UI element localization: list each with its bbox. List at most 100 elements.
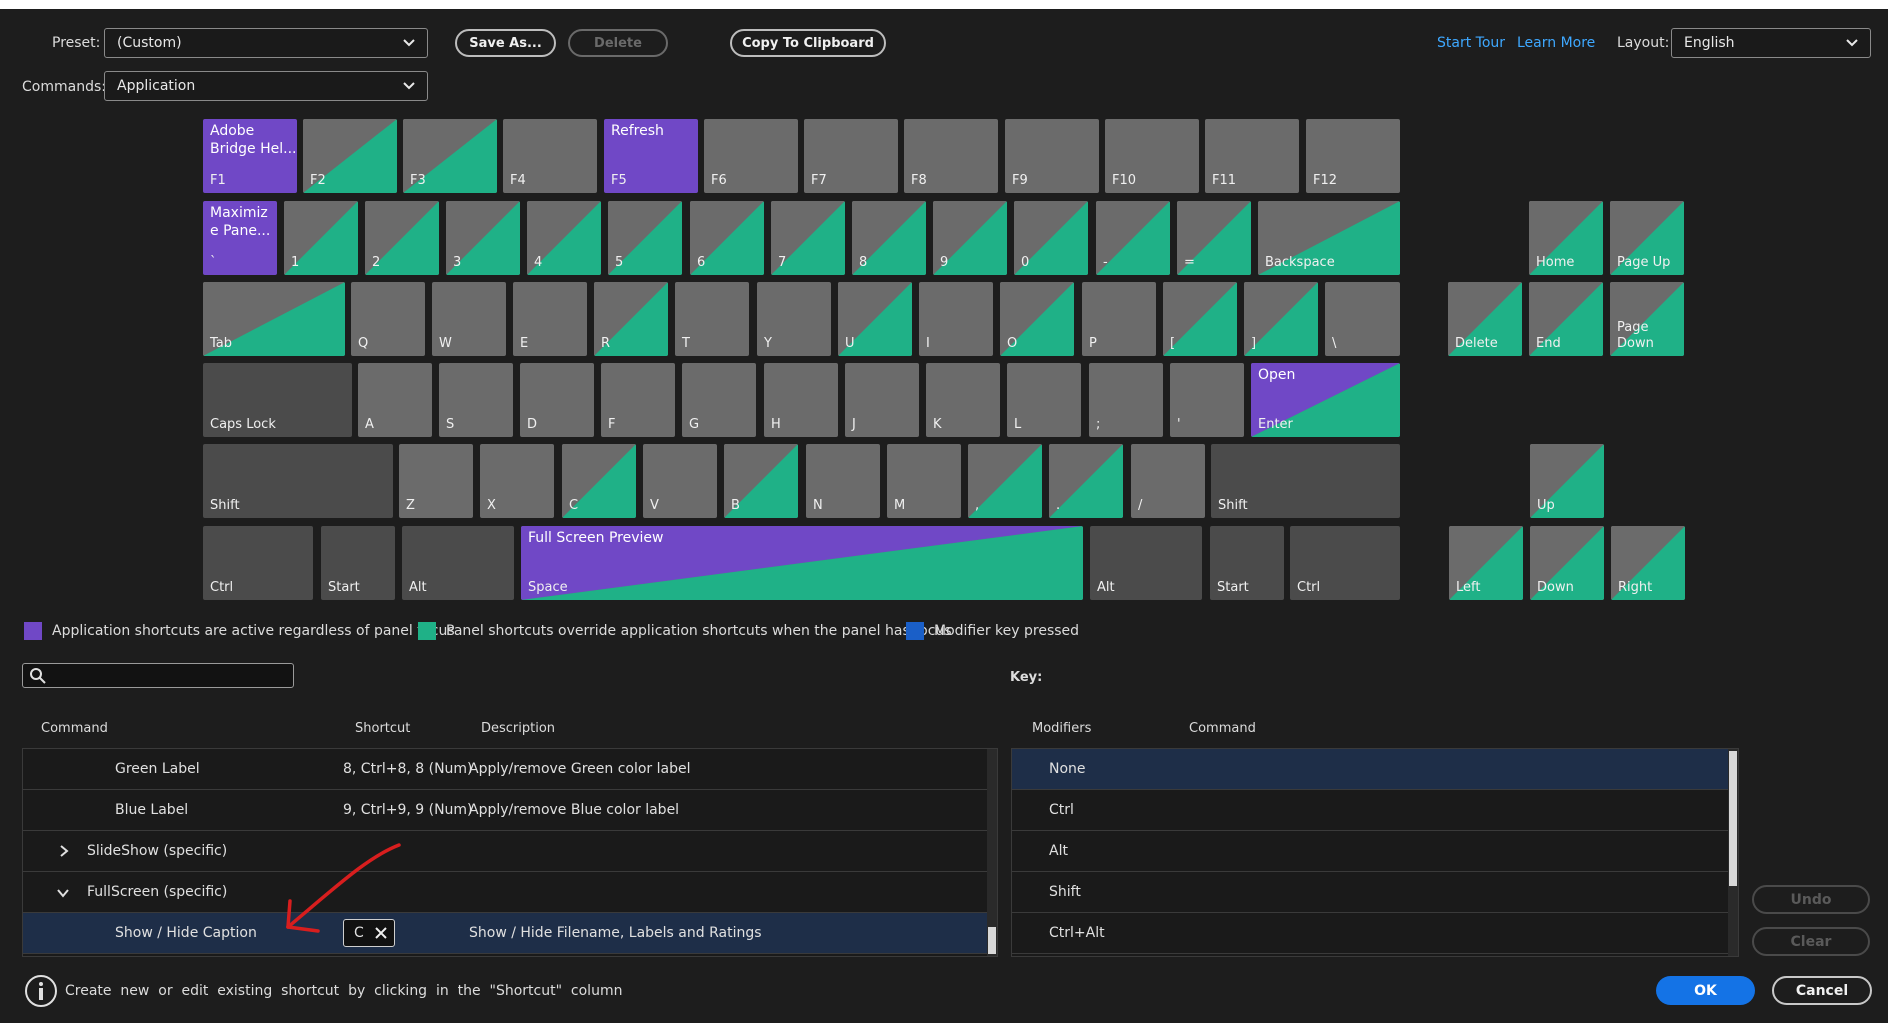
key-c[interactable]: C — [562, 444, 636, 518]
table-row-selected[interactable]: Show / Hide Caption C Show / Hide Filena… — [23, 913, 997, 954]
key-down[interactable]: Down — [1530, 526, 1604, 600]
key-home[interactable]: Home — [1529, 201, 1603, 275]
key-pageup[interactable]: Page Up — [1610, 201, 1684, 275]
key-g[interactable]: G — [682, 363, 756, 437]
key-f6[interactable]: F6 — [704, 119, 798, 193]
key-f9[interactable]: F9 — [1005, 119, 1099, 193]
key-e[interactable]: E — [513, 282, 587, 356]
key-lalt[interactable]: Alt — [402, 526, 514, 600]
group-row-fullscreen[interactable]: FullScreen (specific) — [23, 872, 997, 913]
key-x[interactable]: X — [480, 444, 554, 518]
key-equals[interactable]: = — [1177, 201, 1251, 275]
key-i[interactable]: I — [919, 282, 993, 356]
key-end[interactable]: End — [1529, 282, 1603, 356]
scroll-thumb[interactable] — [1729, 751, 1737, 886]
modifier-row-none[interactable]: None — [1012, 749, 1738, 790]
key-minus[interactable]: - — [1096, 201, 1170, 275]
key-n[interactable]: N — [806, 444, 880, 518]
layout-dropdown[interactable]: English — [1671, 28, 1871, 58]
scroll-thumb[interactable] — [988, 927, 996, 954]
key-period[interactable]: . — [1049, 444, 1123, 518]
start-tour-link[interactable]: Start Tour — [1437, 35, 1506, 51]
key-enter[interactable]: Open Enter — [1251, 363, 1400, 437]
modifier-row-alt[interactable]: Alt — [1012, 831, 1738, 872]
key-5[interactable]: 5 — [608, 201, 682, 275]
shortcut-cell[interactable]: 8, Ctrl+8, 8 (Num) — [343, 761, 473, 777]
key-8[interactable]: 8 — [852, 201, 926, 275]
key-0[interactable]: 0 — [1014, 201, 1088, 275]
key-a[interactable]: A — [358, 363, 432, 437]
key-w[interactable]: W — [432, 282, 506, 356]
search-field[interactable] — [22, 663, 294, 688]
col-header-modifiers[interactable]: Modifiers — [1032, 721, 1092, 736]
commands-dropdown[interactable]: Application — [104, 71, 428, 101]
key-lctrl[interactable]: Ctrl — [203, 526, 313, 600]
key-q[interactable]: Q — [351, 282, 425, 356]
key-f[interactable]: F — [601, 363, 675, 437]
learn-more-link[interactable]: Learn More — [1517, 35, 1596, 51]
key-v[interactable]: V — [643, 444, 717, 518]
key-h[interactable]: H — [764, 363, 838, 437]
key-u[interactable]: U — [838, 282, 912, 356]
chevron-down-icon[interactable] — [56, 886, 70, 900]
table-row[interactable]: Blue Label 9, Ctrl+9, 9 (Num) Apply/remo… — [23, 790, 997, 831]
key-rbracket[interactable]: ] — [1244, 282, 1318, 356]
key-right[interactable]: Right — [1611, 526, 1685, 600]
key-delete[interactable]: Delete — [1448, 282, 1522, 356]
key-quote[interactable]: ' — [1170, 363, 1244, 437]
modifier-row-ctrl[interactable]: Ctrl — [1012, 790, 1738, 831]
group-row-slideshow[interactable]: SlideShow (specific) — [23, 831, 997, 872]
key-m[interactable]: M — [887, 444, 961, 518]
table-row[interactable]: Green Label 8, Ctrl+8, 8 (Num) Apply/rem… — [23, 749, 997, 790]
key-capslock[interactable]: Caps Lock — [203, 363, 352, 437]
key-ralt[interactable]: Alt — [1090, 526, 1202, 600]
key-backspace[interactable]: Backspace — [1258, 201, 1400, 275]
key-f10[interactable]: F10 — [1105, 119, 1199, 193]
key-k[interactable]: K — [926, 363, 1000, 437]
preset-dropdown[interactable]: (Custom) — [104, 28, 428, 58]
close-icon[interactable] — [375, 927, 387, 939]
modifiers-scrollbar[interactable] — [1728, 749, 1738, 956]
key-r[interactable]: R — [594, 282, 668, 356]
col-header-shortcut[interactable]: Shortcut — [355, 721, 411, 736]
key-4[interactable]: 4 — [527, 201, 601, 275]
key-2[interactable]: 2 — [365, 201, 439, 275]
commands-scrollbar[interactable] — [987, 749, 997, 956]
key-d[interactable]: D — [520, 363, 594, 437]
clear-button[interactable]: Clear — [1752, 927, 1870, 956]
key-f5[interactable]: Refresh F5 — [604, 119, 698, 193]
key-backslash[interactable]: \ — [1325, 282, 1400, 356]
key-f4[interactable]: F4 — [503, 119, 597, 193]
key-j[interactable]: J — [845, 363, 919, 437]
key-slash[interactable]: / — [1131, 444, 1205, 518]
key-left[interactable]: Left — [1449, 526, 1523, 600]
key-b[interactable]: B — [724, 444, 798, 518]
delete-button[interactable]: Delete — [568, 29, 668, 57]
ok-button[interactable]: OK — [1656, 976, 1755, 1005]
key-7[interactable]: 7 — [771, 201, 845, 275]
key-up[interactable]: Up — [1530, 444, 1604, 518]
key-f11[interactable]: F11 — [1205, 119, 1299, 193]
col-header-mod-command[interactable]: Command — [1189, 721, 1256, 736]
key-lshift[interactable]: Shift — [203, 444, 393, 518]
key-z[interactable]: Z — [399, 444, 473, 518]
cancel-button[interactable]: Cancel — [1772, 976, 1872, 1005]
key-l[interactable]: L — [1007, 363, 1081, 437]
key-t[interactable]: T — [675, 282, 749, 356]
undo-button[interactable]: Undo — [1752, 885, 1870, 914]
shortcut-value[interactable]: C — [354, 925, 364, 941]
key-rstart[interactable]: Start — [1210, 526, 1284, 600]
shortcut-cell[interactable]: 9, Ctrl+9, 9 (Num) — [343, 802, 473, 818]
key-rctrl[interactable]: Ctrl — [1290, 526, 1400, 600]
search-input[interactable] — [51, 666, 291, 687]
chevron-right-icon[interactable] — [57, 844, 71, 858]
key-3[interactable]: 3 — [446, 201, 520, 275]
modifier-row-ctrl-alt[interactable]: Ctrl+Alt — [1012, 913, 1738, 954]
key-pagedown[interactable]: Page Down — [1610, 282, 1684, 356]
col-header-description[interactable]: Description — [481, 721, 556, 736]
key-6[interactable]: 6 — [690, 201, 764, 275]
key-f7[interactable]: F7 — [804, 119, 898, 193]
key-tab[interactable]: Tab — [203, 282, 345, 356]
key-lbracket[interactable]: [ — [1163, 282, 1237, 356]
copy-to-clipboard-button[interactable]: Copy To Clipboard — [730, 29, 886, 57]
